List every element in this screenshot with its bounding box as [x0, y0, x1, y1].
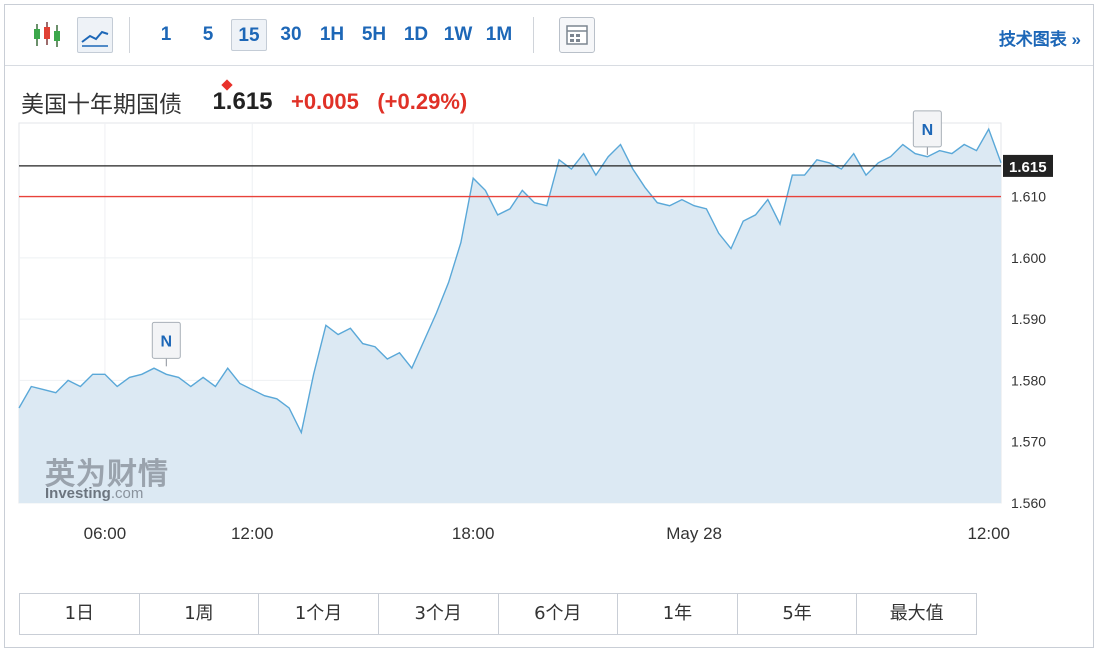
- toolbar-divider: [533, 17, 534, 53]
- interval-30[interactable]: 30: [280, 24, 302, 45]
- chart-widget: 1 5 15 30 1H 5H 1D 1W 1M 技术图表 » 美国十年期国债 …: [4, 4, 1094, 648]
- price-area: [19, 129, 1001, 503]
- price-line: [18, 127, 1002, 435]
- candlestick-chart-icon[interactable]: [29, 17, 65, 53]
- current-price-label: 1.615: [1009, 159, 1047, 176]
- interval-15[interactable]: 15: [231, 19, 267, 51]
- current-price-box: [1003, 154, 1053, 177]
- interval-1m[interactable]: 1M: [485, 24, 513, 45]
- y-tick-label: 1.580: [1011, 372, 1046, 388]
- watermark-logo: 英为财情: [45, 457, 169, 492]
- x-tick-label: 06:00: [84, 524, 127, 543]
- last-price: 1.615: [212, 88, 273, 115]
- watermark-text: Investing.com: [45, 485, 144, 502]
- x-tick-label: 12:00: [967, 524, 1010, 543]
- toolbar-divider: [129, 17, 130, 53]
- y-tick-label: 1.600: [1011, 250, 1046, 266]
- news-marker: [912, 110, 942, 148]
- range-1y[interactable]: 1年: [618, 594, 738, 634]
- news-marker-label: N: [922, 122, 934, 139]
- range-selector: 1日 1周 1个月 3个月 6个月 1年 5年 最大值: [19, 593, 977, 635]
- x-tick-label: 12:00: [231, 524, 274, 543]
- interval-1h[interactable]: 1H: [319, 24, 345, 45]
- interval-5h[interactable]: 5H: [361, 24, 387, 45]
- range-1w[interactable]: 1周: [140, 594, 260, 634]
- range-6m[interactable]: 6个月: [499, 594, 619, 634]
- line-chart-icon[interactable]: [77, 17, 113, 53]
- interval-1[interactable]: 1: [160, 24, 172, 45]
- range-1d[interactable]: 1日: [20, 594, 140, 634]
- news-marker-label: N: [161, 333, 173, 350]
- y-tick-label: 1.570: [1011, 434, 1046, 450]
- instrument-name: 美国十年期国债: [21, 92, 182, 118]
- x-tick-label: May 28: [666, 524, 722, 543]
- price-change-percent: (+0.29%): [377, 89, 468, 114]
- x-tick-label: 18:00: [452, 524, 495, 543]
- y-tick-label: 1.610: [1011, 189, 1046, 205]
- y-tick-label: 1.560: [1011, 495, 1046, 511]
- interval-1d[interactable]: 1D: [403, 24, 429, 45]
- price-change: +0.005: [290, 89, 359, 114]
- calendar-icon[interactable]: [559, 17, 595, 53]
- range-5y[interactable]: 5年: [738, 594, 858, 634]
- quote-header: 美国十年期国债 1.615 +0.005 (+0.29%): [21, 85, 467, 119]
- price-chart[interactable]: 1.560 1.570 1.580 1.590 1.600 1.610 1.615 06:00…: [5, 5, 1093, 585]
- toolbar: 1 5 15 30 1H 5H 1D 1W 1M 技术图表 »: [5, 5, 1093, 66]
- technical-chart-link[interactable]: 技术图表 »: [998, 30, 1081, 49]
- news-marker: [151, 321, 181, 359]
- y-tick-label: 1.590: [1011, 311, 1046, 327]
- interval-1w[interactable]: 1W: [443, 24, 473, 45]
- range-3m[interactable]: 3个月: [379, 594, 499, 634]
- range-1m[interactable]: 1个月: [259, 594, 379, 634]
- interval-5[interactable]: 5: [202, 24, 214, 45]
- range-max[interactable]: 最大值: [889, 603, 944, 624]
